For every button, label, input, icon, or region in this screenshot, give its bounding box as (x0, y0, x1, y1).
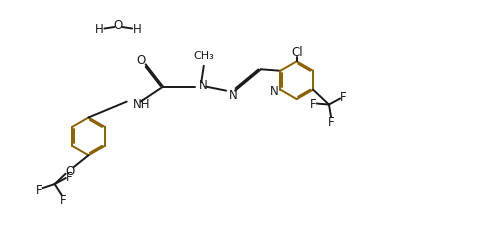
Text: H: H (133, 23, 141, 36)
Text: F: F (328, 115, 334, 128)
Text: O: O (136, 54, 146, 67)
Text: N: N (229, 89, 238, 102)
Text: O: O (65, 164, 74, 177)
Text: F: F (66, 170, 73, 183)
Text: F: F (35, 183, 42, 196)
Text: N: N (269, 85, 278, 98)
Text: NH: NH (133, 98, 151, 111)
Text: F: F (340, 90, 346, 103)
Text: O: O (114, 19, 123, 32)
Text: F: F (60, 194, 67, 207)
Text: F: F (310, 97, 316, 110)
Text: H: H (95, 23, 104, 36)
Text: Cl: Cl (291, 46, 302, 59)
Text: CH₃: CH₃ (193, 51, 214, 60)
Text: N: N (199, 79, 208, 92)
